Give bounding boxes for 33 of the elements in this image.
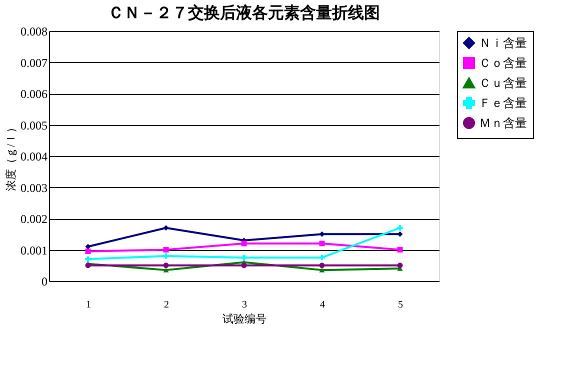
point bbox=[397, 247, 403, 252]
legend-label: Ｍｎ含量 bbox=[479, 116, 527, 130]
legend-label: Ｎｉ含量 bbox=[479, 36, 527, 50]
x-tick-label: 1 bbox=[86, 300, 91, 310]
chart-title: ＣＮ－２７交换后液各元素含量折线图 bbox=[108, 3, 380, 22]
y-tick-label: 0.002 bbox=[20, 212, 48, 226]
point bbox=[163, 225, 169, 231]
point bbox=[241, 262, 247, 268]
x-tick-label: 2 bbox=[164, 300, 169, 310]
point bbox=[163, 247, 169, 252]
point bbox=[85, 244, 91, 250]
y-tick-label: 0 bbox=[42, 274, 48, 288]
point bbox=[319, 262, 325, 268]
point bbox=[163, 268, 169, 272]
y-axis-title: 浓度（ｇ/ｌ） bbox=[4, 122, 18, 192]
y-tick-label: 0.004 bbox=[20, 150, 48, 164]
point bbox=[319, 268, 325, 272]
y-tick-label: 0.008 bbox=[20, 24, 48, 38]
y-tick-label: 0.006 bbox=[20, 87, 48, 101]
y-tick-label: 0.005 bbox=[20, 118, 48, 132]
x-tick-label: 3 bbox=[242, 300, 247, 310]
x-axis-title: 试验编号 bbox=[222, 312, 266, 326]
point bbox=[85, 248, 91, 254]
y-tick-label: 0.003 bbox=[20, 180, 48, 195]
y-tick-label: 0.001 bbox=[20, 243, 48, 258]
legend-label: Ｃｕ含量 bbox=[479, 76, 527, 90]
x-tick-label: 4 bbox=[320, 300, 325, 310]
point bbox=[397, 262, 403, 268]
legend-label: Ｃｏ含量 bbox=[479, 56, 527, 70]
legend-label: Ｆｅ含量 bbox=[479, 96, 527, 110]
y-tick-label: 0.007 bbox=[20, 56, 48, 70]
x-tick-label: 5 bbox=[398, 300, 403, 310]
point bbox=[163, 262, 169, 268]
